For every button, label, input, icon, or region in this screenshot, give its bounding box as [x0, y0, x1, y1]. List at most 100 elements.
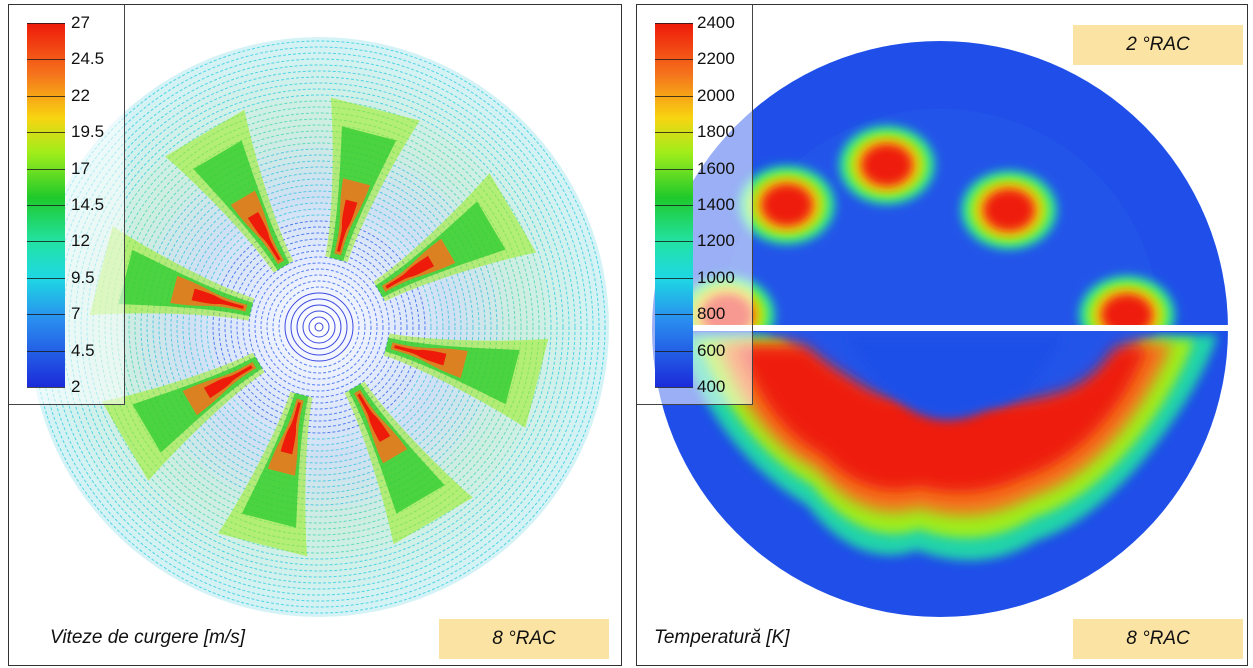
velocity-ring: [134, 142, 504, 512]
velocity-ring: [284, 292, 354, 362]
velocity-jet: [325, 97, 420, 263]
colorbar-tick-line: [655, 59, 693, 61]
velocity-ring: [116, 124, 522, 530]
temperature-crank-angle-tag-top: 2 °RAC: [1073, 25, 1243, 65]
velocity-jet-layer: [394, 345, 447, 366]
velocity-jet: [383, 333, 549, 428]
velocity-ring: [32, 40, 606, 614]
velocity-ring: [272, 280, 366, 374]
colorbar-tick-line: [655, 168, 693, 170]
colorbar-tick-line: [27, 168, 65, 170]
velocity-colorbar: 27 24.5 22 19.5 17 14.5 12 9.5 7 4.5 2: [9, 5, 125, 405]
velocity-jet: [89, 226, 255, 321]
temperature-tick: 1800: [697, 122, 735, 142]
velocity-ring: [62, 70, 576, 584]
temperature-tick: 600: [697, 340, 726, 360]
temperature-tick: 400: [697, 377, 726, 396]
velocity-ring: [200, 208, 438, 446]
temperature-contour-plot: [652, 41, 1237, 617]
velocity-ring: [128, 136, 510, 518]
colorbar-tick-line: [655, 314, 693, 316]
velocity-ring: [278, 286, 360, 368]
velocity-ring: [218, 226, 420, 428]
velocity-ring: [152, 160, 486, 494]
velocity-ring: [254, 262, 384, 392]
velocity-ring: [158, 166, 480, 488]
colorbar-tick-line: [655, 241, 693, 243]
velocity-vector-plot: [29, 37, 609, 617]
colorbar-tick-line: [27, 387, 65, 388]
velocity-jet-layer: [247, 211, 281, 261]
temperature-caption: Temperatură [K]: [654, 627, 790, 648]
velocity-ring: [314, 322, 324, 332]
colorbar-tick-line: [27, 23, 65, 24]
colorbar-tick-line: [655, 387, 693, 388]
velocity-jet-layer: [385, 255, 435, 289]
velocity-ring: [248, 256, 390, 398]
velocity-tick: 19.5: [71, 122, 105, 142]
colorbar-tick-line: [27, 59, 65, 61]
velocity-ring: [266, 274, 372, 380]
velocity-tick: 24.5: [71, 49, 105, 69]
velocity-ring: [92, 100, 546, 554]
flame-kernel: [761, 183, 813, 227]
colorbar-tick-line: [655, 350, 693, 352]
flame-front-8rac: [677, 335, 1217, 561]
flame-kernel: [983, 188, 1035, 232]
temperature-panel: 2400 2200 2000 1800 1600 1400 1200 1000 …: [636, 4, 1248, 666]
velocity-crank-angle-tag: 8 °RAC: [439, 619, 609, 659]
velocity-jets: [89, 97, 549, 557]
velocity-ring: [146, 154, 492, 500]
colorbar-tick-line: [655, 205, 693, 206]
colorbar-tick-line: [655, 23, 693, 24]
temperature-tick: 800: [697, 304, 726, 324]
velocity-ring: [242, 250, 396, 404]
velocity-ring: [296, 304, 342, 350]
velocity-tick: 12: [71, 231, 90, 251]
unburned-core: [847, 335, 1065, 421]
colorbar-tick-line: [27, 205, 65, 206]
velocity-jet: [373, 173, 537, 302]
velocity-ring: [206, 214, 432, 440]
velocity-ring: [164, 172, 474, 482]
velocity-ring: [182, 190, 456, 464]
velocity-tick: 7: [71, 304, 81, 324]
velocity-domain: [29, 37, 609, 617]
velocity-tick: 27: [71, 13, 90, 32]
velocity-ring: [170, 178, 468, 476]
velocity-tick: 17: [71, 158, 90, 178]
velocity-tick: 4.5: [71, 340, 95, 360]
flame-kernel: [861, 143, 913, 187]
velocity-tick: 14.5: [71, 195, 105, 214]
temperature-tick: 1400: [697, 195, 735, 214]
velocity-tick: 22: [71, 85, 90, 105]
colorbar-tick-line: [27, 132, 65, 134]
velocity-ring: [260, 268, 378, 386]
velocity-ring: [236, 244, 402, 410]
velocity-panel: 27 24.5 22 19.5 17 14.5 12 9.5 7 4.5 2 V…: [8, 4, 622, 666]
velocity-jet-layer: [191, 288, 244, 309]
velocity-jet-layer: [280, 402, 301, 455]
temperature-tick: 2200: [697, 49, 735, 69]
velocity-tick: 9.5: [71, 267, 95, 287]
velocity-ring: [194, 202, 444, 452]
colorbar-tick-line: [27, 95, 65, 97]
colorbar-tick-line: [655, 95, 693, 97]
velocity-ring: [140, 148, 498, 506]
velocity-ring: [290, 298, 348, 356]
colorbar-tick-line: [27, 241, 65, 243]
velocity-jet-layer: [203, 365, 253, 399]
temperature-tick: 1200: [697, 231, 735, 251]
velocity-jet: [218, 391, 313, 557]
velocity-jet: [165, 109, 294, 273]
colorbar-tick-line: [27, 314, 65, 316]
velocity-jet: [101, 352, 265, 481]
colorbar-tick-line: [27, 350, 65, 352]
velocity-tick: 2: [71, 377, 81, 396]
velocity-ring: [224, 232, 414, 422]
velocity-ring: [302, 310, 336, 344]
temperature-tick: 1000: [697, 267, 735, 287]
colorbar-tick-line: [27, 277, 65, 279]
temperature-tick: 1600: [697, 158, 735, 178]
velocity-ring: [86, 94, 552, 560]
